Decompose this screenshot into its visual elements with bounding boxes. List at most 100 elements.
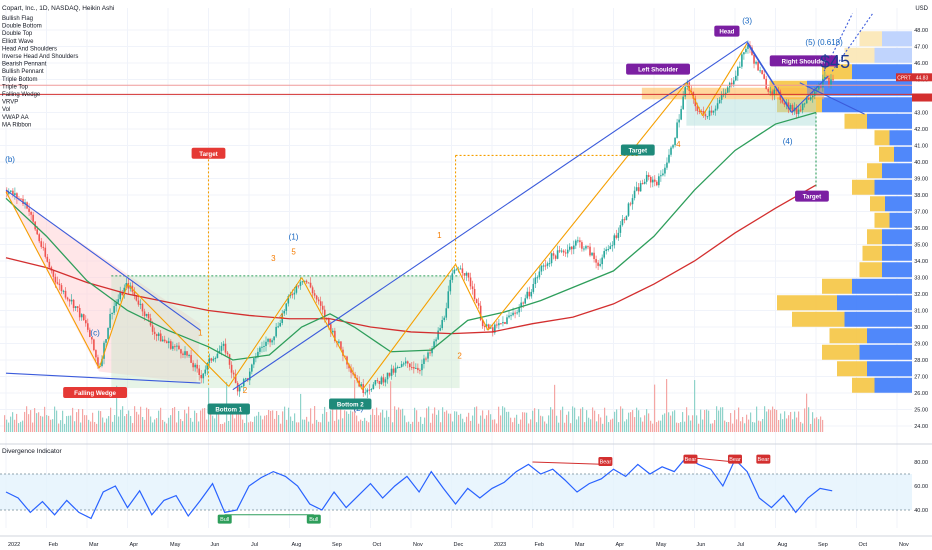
volume-bar [468, 412, 470, 432]
volume-bar [220, 423, 222, 432]
time-tick-label: Oct [859, 542, 868, 548]
candle-body [127, 283, 130, 289]
time-tick-label: May [170, 542, 181, 548]
volume-bar [540, 415, 542, 432]
candle-body [573, 245, 575, 250]
volume-bar [788, 415, 790, 432]
candle-body [714, 108, 717, 111]
candle-body [224, 343, 227, 353]
volume-bar [544, 421, 546, 432]
volume-bar [526, 412, 528, 432]
volume-bar [556, 415, 558, 432]
candle-body [87, 323, 89, 330]
volume-bar [630, 412, 632, 432]
candle-body [546, 263, 549, 266]
volume-bar [308, 421, 310, 432]
candle-body [285, 303, 288, 311]
volume-bar [690, 420, 692, 432]
time-tick-label: Feb [49, 542, 58, 548]
volume-bar [364, 417, 366, 432]
candle-body [323, 309, 326, 318]
volume-bar [680, 422, 682, 432]
volume-bar [172, 408, 174, 432]
volume-bar [590, 419, 592, 432]
volume-bar [600, 417, 602, 432]
volume-bar [304, 419, 306, 432]
last-price-tag: CPRT [897, 75, 911, 81]
price-tick-label: 29.00 [914, 342, 928, 348]
candle-body [672, 145, 674, 148]
volume-bar [50, 419, 52, 432]
volume-bar [158, 410, 160, 432]
candle-body [698, 110, 701, 112]
candle-body [394, 367, 397, 373]
volume-profile-bar-down [882, 262, 912, 278]
legend-item: Bearish Pennant [2, 62, 47, 68]
volume-bar [778, 419, 780, 432]
candle-body [398, 366, 401, 368]
volume-bar [174, 406, 176, 432]
candle-body [743, 52, 745, 55]
volume-bar [734, 410, 736, 432]
candle-body [135, 295, 138, 301]
candle-body [121, 292, 124, 296]
candle-body [327, 318, 330, 325]
volume-bar [194, 410, 196, 432]
volume-bar [418, 421, 420, 432]
candle-body [682, 96, 684, 110]
candle-body [498, 323, 500, 326]
volume-bar [548, 415, 550, 432]
candle-body [512, 312, 514, 316]
candle-body [761, 70, 763, 75]
volume-bar [324, 406, 326, 432]
volume-bar [802, 423, 804, 432]
volume-bar [204, 408, 206, 432]
volume-bar [148, 409, 150, 432]
candle-body [643, 181, 646, 184]
volume-bar [782, 419, 784, 432]
candle-body [475, 299, 478, 304]
candle-body [123, 287, 126, 296]
volume-profile-bar-up [829, 328, 867, 344]
candle-body [232, 372, 235, 375]
candle-body [249, 371, 251, 381]
candle-body [257, 351, 259, 358]
candle-body [591, 252, 593, 256]
volume-bar [768, 409, 770, 432]
candle-body [739, 66, 741, 68]
candle-body [674, 137, 676, 146]
candle-body [558, 250, 561, 252]
volume-bar [258, 411, 260, 432]
volume-bar [286, 419, 288, 432]
volume-bar [134, 406, 136, 432]
oscillator-title: Divergence Indicator [2, 448, 62, 455]
price-tick-label: 28.00 [914, 358, 928, 364]
candle-body [180, 349, 182, 354]
volume-bar [816, 417, 818, 432]
volume-bar [804, 408, 806, 432]
volume-bar [332, 406, 334, 432]
candle-body [447, 291, 450, 309]
volume-bar [162, 419, 164, 432]
candle-body [6, 190, 8, 194]
volume-profile-bar-down [885, 196, 912, 212]
candle-body [437, 330, 439, 340]
volume-bar [712, 423, 714, 432]
volume-bar [116, 385, 118, 432]
volume-bar [722, 407, 724, 432]
volume-bar [412, 421, 414, 432]
volume-bar [206, 419, 208, 432]
volume-bar [52, 419, 54, 432]
volume-bar [738, 407, 740, 432]
wave-label: 5 [291, 247, 296, 256]
candle-body [451, 273, 454, 280]
volume-bar [372, 408, 374, 432]
candle-body [8, 191, 10, 194]
legend-item: Double Top [2, 31, 33, 37]
volume-bar [230, 406, 232, 432]
candle-body [747, 44, 749, 49]
divergence-label-badge [306, 514, 321, 524]
volume-bar [438, 410, 440, 432]
legend-item: Falling Wedge [2, 92, 41, 98]
